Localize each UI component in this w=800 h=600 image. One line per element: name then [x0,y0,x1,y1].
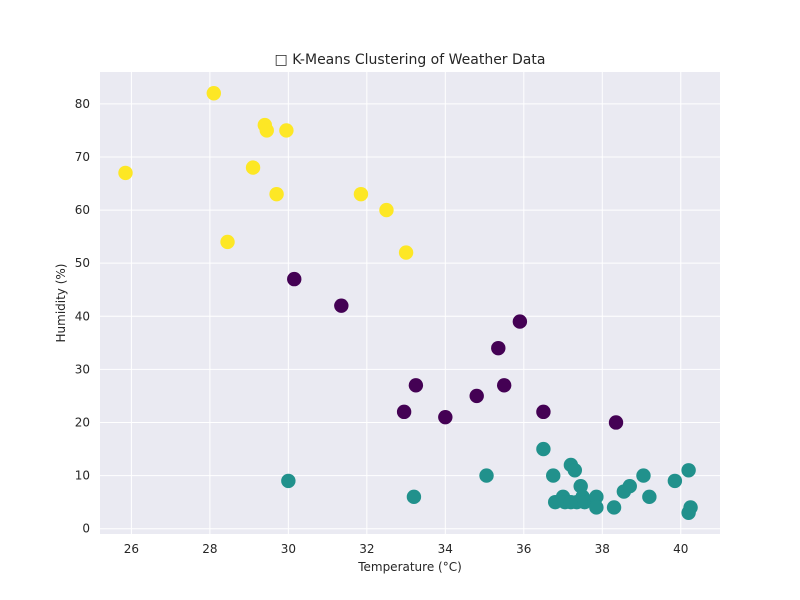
data-point-cluster-2 [491,340,506,356]
x-axis-ticks: 26 28 30 32 34 36 38 40 [124,542,689,556]
y-tick-label: 20 [75,415,90,429]
x-tick-label: 38 [595,542,610,556]
x-tick-label: 34 [438,542,453,556]
data-point-cluster-1 [398,245,414,260]
data-point-cluster-2 [608,415,624,430]
x-axis-label: Temperature (°C) [357,560,462,574]
x-tick-label: 36 [516,542,531,556]
y-tick-label: 40 [75,309,90,323]
data-point-cluster-2 [396,404,412,420]
data-point-cluster-3 [636,468,651,483]
data-point-cluster-3 [589,500,604,515]
plot-area [100,72,720,534]
x-tick-label: 28 [202,542,217,556]
data-point-cluster-3 [683,500,698,515]
chart-title: □ K-Means Clustering of Weather Data [275,52,546,68]
data-point-cluster-1 [118,165,133,181]
data-point-cluster-3 [589,489,604,505]
data-point-cluster-3 [567,463,583,478]
data-point-cluster-2 [438,409,453,425]
data-point-cluster-3 [479,468,494,483]
data-point-cluster-2 [469,388,484,404]
data-point-cluster-3 [642,489,657,505]
data-point-cluster-3 [546,468,561,483]
data-point-cluster-1 [245,160,261,175]
data-point-cluster-1 [206,86,221,101]
data-point-cluster-3 [573,479,588,494]
data-point-cluster-1 [220,234,235,250]
y-axis-label: Humidity (%) [54,264,68,343]
data-point-cluster-2 [496,378,512,393]
data-point-cluster-3 [606,500,622,515]
data-point-cluster-1 [279,123,294,138]
data-point-cluster-1 [269,186,284,202]
data-point-cluster-3 [622,479,637,494]
data-point-cluster-3 [681,463,696,478]
data-point-cluster-3 [536,441,551,457]
data-points [118,86,698,520]
data-point-cluster-3 [667,473,683,489]
x-tick-label: 26 [124,542,139,556]
x-tick-label: 40 [673,542,688,556]
x-tick-label: 30 [281,542,296,556]
data-point-cluster-2 [287,271,302,287]
data-point-cluster-1 [379,202,394,218]
data-point-cluster-3 [406,489,422,505]
y-tick-label: 10 [75,469,90,483]
data-point-cluster-3 [281,473,296,489]
y-tick-label: 80 [75,97,90,111]
data-point-cluster-2 [536,404,551,420]
y-axis-ticks: 0 10 20 30 40 50 60 70 80 [75,97,90,536]
data-point-cluster-1 [353,186,369,202]
y-tick-label: 30 [75,362,90,376]
x-tick-label: 32 [359,542,374,556]
y-tick-label: 0 [82,522,90,536]
y-tick-label: 70 [75,150,90,164]
data-point-cluster-2 [334,298,349,313]
y-tick-label: 60 [75,203,90,217]
y-tick-label: 50 [75,256,90,270]
data-point-cluster-2 [512,314,528,329]
data-point-cluster-1 [259,123,274,138]
data-point-cluster-2 [408,378,424,393]
